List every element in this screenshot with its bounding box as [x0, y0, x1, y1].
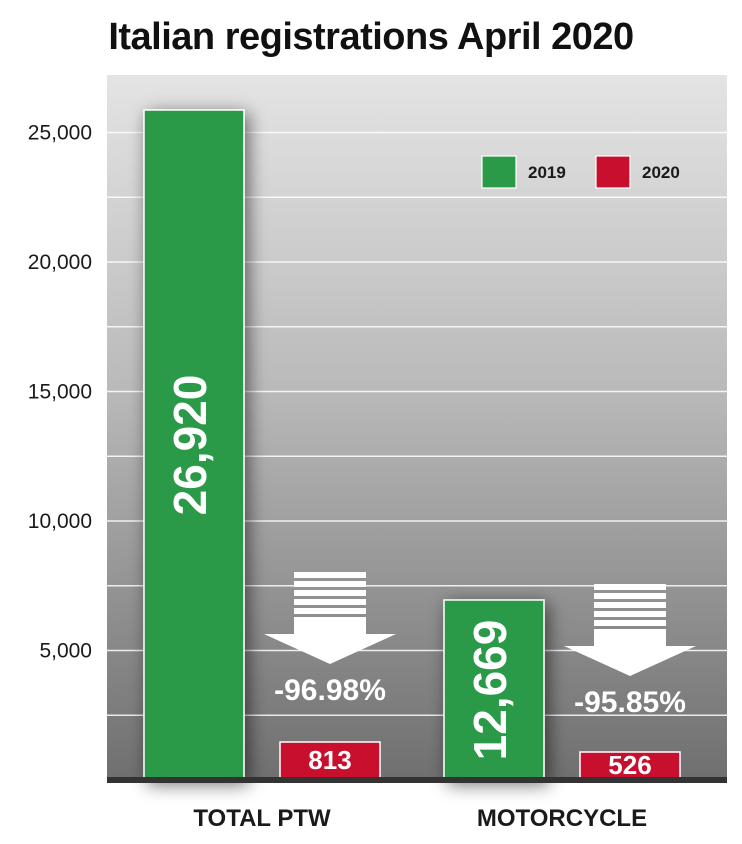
- arrow-stripe: [294, 599, 366, 605]
- arrow-stripe: [594, 602, 666, 608]
- arrow-stripe: [294, 572, 366, 578]
- x-axis-baseline: [107, 777, 727, 783]
- data-label-2020: 813: [308, 745, 351, 775]
- data-label-2019: 26,920: [164, 375, 216, 516]
- arrow-shaft: [294, 617, 366, 635]
- y-tick-label: 20,000: [28, 251, 92, 274]
- arrow-stripe: [594, 611, 666, 617]
- down-arrow-icon: [264, 572, 396, 664]
- legend-label-2020: 2020: [642, 163, 680, 182]
- bar-2019: [443, 599, 545, 781]
- bar-2020: [279, 741, 381, 781]
- legend-label-2019: 2019: [528, 163, 566, 182]
- arrow-stripe: [294, 608, 366, 614]
- y-axis-ticks: 5,000 10,000 15,000 20,000 25,000: [28, 122, 92, 663]
- data-label-2020: 526: [608, 750, 651, 780]
- y-tick-label: 15,000: [28, 381, 92, 404]
- arrow-head: [264, 634, 396, 664]
- change-arrows: -96.98% -95.85%: [264, 572, 696, 719]
- arrow-stripe: [294, 581, 366, 587]
- bar-2020: [579, 751, 681, 781]
- category-label: TOTAL PTW: [193, 805, 331, 832]
- category-label: MOTORCYCLE: [477, 805, 647, 832]
- data-label-2019: 12,669: [464, 620, 516, 761]
- chart-title: Italian registrations April 2020: [108, 16, 634, 58]
- y-tick-label: 10,000: [28, 510, 92, 533]
- arrow-stripe: [594, 620, 666, 626]
- down-arrow-icon: [564, 584, 696, 676]
- y-tick-label: 5,000: [39, 640, 92, 663]
- y-tick-label: 25,000: [28, 122, 92, 145]
- arrow-stripe: [594, 584, 666, 590]
- percent-change: -96.98%: [274, 674, 386, 707]
- bars: 26,920 813 12,669 526: [143, 109, 681, 781]
- legend-swatch-2019: [481, 155, 517, 189]
- arrow-stripe: [294, 590, 366, 596]
- x-axis-categories: TOTAL PTW MOTORCYCLE: [193, 805, 647, 832]
- percent-change: -95.85%: [574, 686, 686, 719]
- bar-2019: [143, 109, 245, 781]
- legend: 2019 2020: [481, 155, 680, 189]
- arrow-shaft: [594, 629, 666, 647]
- legend-swatch-2020: [595, 155, 631, 189]
- arrow-head: [564, 646, 696, 676]
- arrow-stripe: [594, 593, 666, 599]
